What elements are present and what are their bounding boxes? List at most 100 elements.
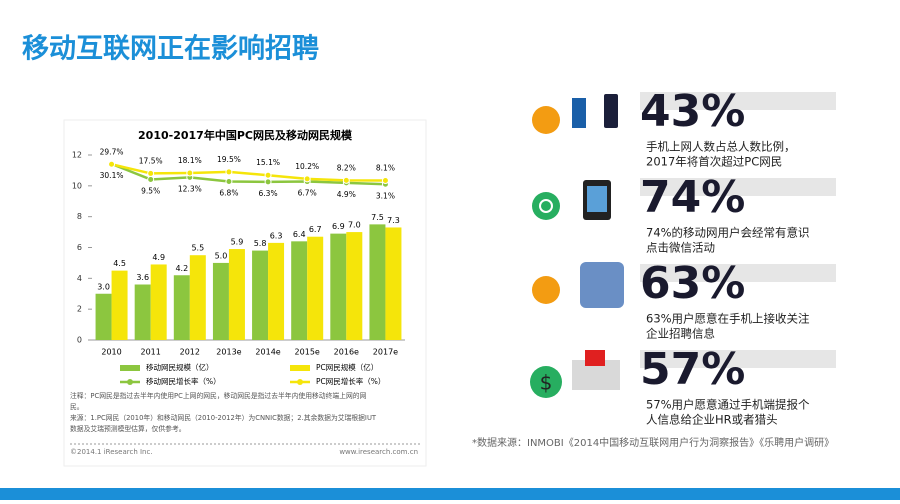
growth-point [147, 169, 155, 177]
bar-label: 6.4 [293, 230, 306, 239]
stat-text: 手机上网人数占总人数比例， [646, 140, 796, 154]
bar [268, 242, 285, 340]
growth-label: 9.5% [141, 186, 160, 195]
y-tick-label: 12 [72, 151, 82, 160]
growth-point [225, 168, 233, 176]
svg-text:$: $ [540, 371, 553, 395]
stat-text: 点击微信活动 [646, 241, 715, 255]
growth-line [111, 163, 386, 182]
bar-label: 5.8 [254, 239, 267, 248]
x-tick-label: 2011 [141, 348, 161, 357]
x-tick-label: 2016e [334, 348, 359, 357]
icons: $ [530, 94, 624, 398]
bar [307, 236, 324, 340]
bar [189, 255, 206, 340]
bar [150, 264, 167, 340]
stat-text: 2017年将首次超过PC网民 [646, 155, 782, 169]
bar-label: 5.9 [231, 238, 244, 247]
growth-point [108, 160, 116, 168]
legend-label: PC网民规模（亿） [316, 362, 378, 372]
growth-point [186, 169, 194, 177]
chart-note: 数据及艾瑞预测模型估算，仅供参考。 [70, 424, 186, 433]
growth-label: 4.9% [337, 190, 356, 199]
bar-label: 7.3 [387, 216, 400, 225]
legend-marker [297, 379, 303, 385]
stat-band [640, 350, 836, 368]
x-tick-label: 2014e [255, 348, 280, 357]
source: *数据来源：INMOBI《2014中国移动互联网用户行为洞察报告》《乐聘用户调研… [472, 436, 834, 449]
bar-label: 6.3 [270, 231, 283, 240]
chart-note: 来源：1.PC网民（2010年）和移动网民（2010-2012年）为CNNIC数… [70, 413, 377, 422]
stat-text: 63%用户愿意在手机上接收关注 [646, 312, 810, 326]
footer-bar [0, 488, 900, 500]
y-tick-label: 8 [77, 212, 82, 221]
copyright: ©2014.1 iResearch Inc. [70, 448, 153, 456]
x-tick-label: 2013e [216, 348, 241, 357]
bar [228, 249, 245, 340]
growth-label: 29.7% [100, 147, 124, 156]
growth-line [111, 162, 386, 186]
growth-label: 6.7% [298, 189, 317, 198]
stat-text: 企业招聘信息 [646, 327, 715, 341]
bar [252, 250, 269, 340]
stat-band [640, 178, 836, 196]
y-tick-label: 6 [77, 243, 82, 252]
growth-point [225, 177, 233, 185]
growth-label: 18.1% [178, 156, 202, 165]
legend-label: 移动网民规模（亿） [146, 362, 214, 372]
stat-band [640, 264, 836, 282]
bar [173, 275, 190, 340]
bar-label: 3.6 [136, 273, 149, 282]
growth-point [264, 178, 272, 186]
stat-text: 57%用户愿意通过手机端提报个 [646, 398, 810, 412]
bar-label: 6.9 [332, 222, 345, 231]
bar [369, 224, 386, 340]
bar-label: 3.0 [97, 282, 110, 291]
bar-label: 4.2 [175, 264, 188, 273]
bar-label: 7.0 [348, 221, 361, 230]
y-tick-label: 4 [77, 274, 82, 283]
stat-number: 63% [640, 258, 745, 309]
growth-point [303, 175, 311, 183]
page-title: 移动互联网正在影响招聘 [22, 33, 319, 65]
growth-label: 19.5% [217, 155, 241, 164]
legend-marker [127, 379, 133, 385]
website: www.iresearch.com.cn [339, 448, 418, 456]
bar [212, 262, 229, 340]
legend-swatch [120, 365, 140, 371]
x-tick-label: 2012 [180, 348, 200, 357]
bar-label: 4.5 [113, 259, 126, 268]
growth-point [264, 171, 272, 179]
growth-label: 3.1% [376, 191, 395, 200]
growth-label: 6.8% [219, 188, 238, 197]
stat-number: 74% [640, 172, 745, 223]
bar-label: 5.5 [191, 244, 204, 253]
stat-number: 57% [640, 344, 745, 395]
growth-label: 12.3% [178, 184, 202, 193]
growth-point [147, 175, 155, 183]
legend-swatch [290, 365, 310, 371]
y-tick-label: 2 [77, 305, 82, 314]
x-tick-label: 2017e [373, 348, 398, 357]
stat-number: 43% [640, 86, 745, 137]
bar-label: 7.5 [371, 213, 384, 222]
bar [330, 233, 347, 340]
growth-label: 17.5% [139, 156, 163, 165]
bar [291, 241, 308, 340]
chart-note: 民。 [70, 403, 84, 411]
legend-label: 移动网民增长率（%） [146, 376, 221, 386]
bar [95, 293, 112, 340]
bar-label: 5.0 [215, 251, 228, 260]
growth-point [381, 176, 389, 184]
x-tick-label: 2010 [101, 348, 121, 357]
bar-label: 6.7 [309, 225, 322, 234]
growth-label: 30.1% [100, 171, 124, 180]
x-tick-label: 2015e [295, 348, 320, 357]
growth-label: 15.1% [256, 158, 280, 167]
growth-label: 8.1% [376, 163, 395, 172]
stat-text: 人信息给企业HR或者猎头 [646, 413, 778, 427]
stat-text: 74%的移动网用户会经常有意识 [646, 226, 810, 240]
growth-point [342, 176, 350, 184]
bar [385, 227, 402, 340]
